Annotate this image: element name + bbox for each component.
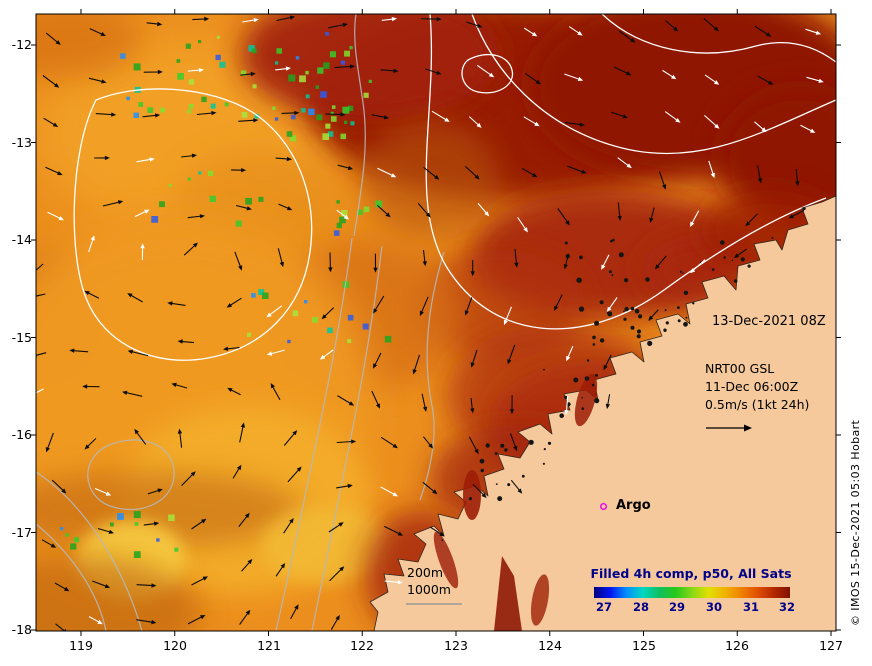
x-tick-label: 126 (725, 638, 749, 653)
y-tick-label: -17 (11, 524, 32, 540)
map-datetime-label: 13-Dec-2021 08Z (712, 314, 826, 329)
y-tick-label: -16 (11, 426, 32, 442)
y-tick-label: -18 (11, 621, 32, 637)
coastal-inlets (433, 373, 598, 631)
x-tick-label: 124 (538, 638, 562, 653)
sea-level-contours (73, 14, 836, 361)
colorbar-title: Filled 4h comp, p50, All Sats (590, 566, 792, 581)
gsl-datetime-label: 11-Dec 06:00Z (705, 379, 799, 394)
plot-border (35, 13, 837, 632)
colorbar-ticks: 27 28 29 30 31 32 (594, 600, 795, 615)
depth-200-label: 200m (407, 565, 444, 580)
y-tick-label: -12 (11, 36, 32, 52)
argo-label: Argo (616, 498, 651, 513)
x-tick-label: 121 (257, 638, 281, 653)
y-tick-label: -13 (11, 134, 32, 150)
x-tick-label: 120 (163, 638, 187, 653)
bathymetry-contours (36, 14, 445, 631)
depth-1000-label: 1000m (407, 582, 451, 597)
credit-text: © IMOS 15-Dec-2021 05:03 Hobart (849, 419, 862, 626)
colorbar-tick-label: 30 (705, 600, 723, 614)
axis-ticks (31, 9, 841, 636)
annotation-marks (406, 424, 752, 605)
scale-arrow-head-icon (744, 424, 752, 432)
land-polygon (369, 195, 836, 631)
colorbar-gradient (594, 587, 790, 598)
x-tick-label: 127 (819, 638, 843, 653)
depth-legend: 200m 1000m (407, 564, 451, 598)
argo-marker-icon (600, 503, 608, 511)
current-vector-arrows (36, 15, 824, 631)
y-tick-label: -15 (11, 329, 32, 345)
x-tick-label: 125 (632, 638, 656, 653)
gsl-source-label: NRT00 GSL (705, 361, 775, 376)
y-tick-label: -14 (11, 231, 32, 247)
colorbar-tick-label: 28 (632, 600, 650, 614)
current-scale-label: 0.5m/s (1kt 24h) (705, 397, 810, 412)
colorbar-tick-label: 32 (778, 600, 796, 614)
colorbar-tick-label: 29 (668, 600, 686, 614)
x-tick-label: 119 (69, 638, 93, 653)
colorbar-tick-label: 31 (742, 600, 760, 614)
x-tick-label: 123 (444, 638, 468, 653)
x-tick-label: 122 (350, 638, 374, 653)
gsl-annotation-block: NRT00 GSL 11-Dec 06:00Z 0.5m/s (1kt 24h) (705, 360, 809, 414)
colorbar-tick-label: 27 (595, 600, 613, 614)
